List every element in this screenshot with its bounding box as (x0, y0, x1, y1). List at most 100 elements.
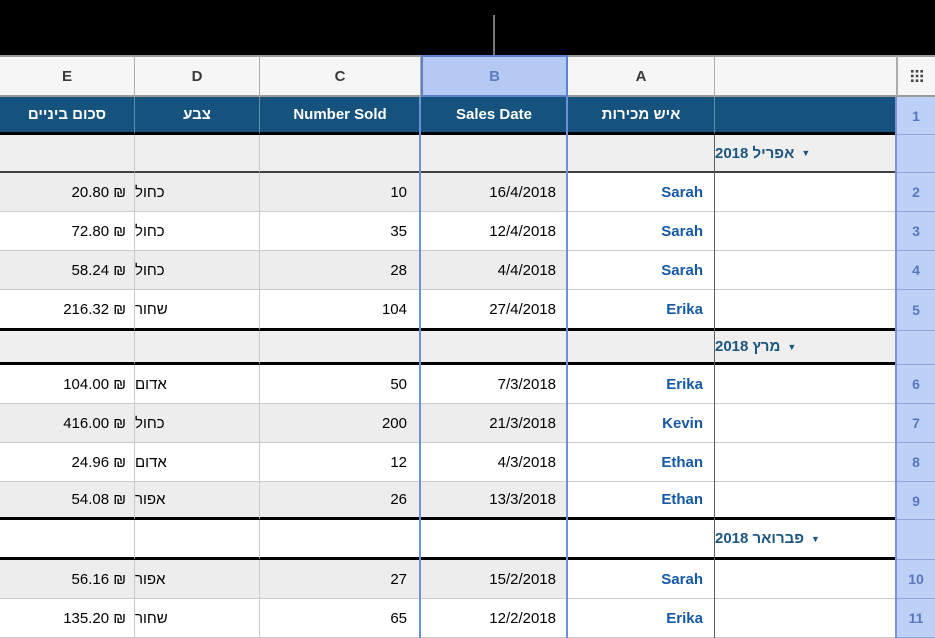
header-cell-color[interactable]: צבע (135, 97, 260, 135)
row-number[interactable]: 11 (897, 599, 935, 638)
cell[interactable] (421, 331, 568, 365)
cell-color[interactable]: כחול (135, 212, 260, 251)
cell[interactable] (260, 135, 421, 173)
cell-salesperson[interactable]: Ethan (568, 443, 715, 482)
cell-subtotal[interactable]: 24.96 ₪ (0, 443, 135, 482)
header-cell-subtotal[interactable]: סכום ביניים (0, 97, 135, 135)
cell[interactable] (0, 520, 135, 560)
cell-sales-date[interactable]: 12/2/2018 (421, 599, 568, 638)
cell-blank[interactable] (715, 560, 897, 599)
cell-number-sold[interactable]: 10 (260, 173, 421, 212)
cell[interactable] (568, 135, 715, 173)
cell-subtotal[interactable]: 135.20 ₪ (0, 599, 135, 638)
cell-color[interactable]: אדום (135, 443, 260, 482)
row-number-blank[interactable] (897, 520, 935, 560)
cell[interactable] (568, 331, 715, 365)
cell-color[interactable]: כחול (135, 404, 260, 443)
group-label-cell[interactable]: ▼ אפריל 2018 (715, 135, 897, 173)
cell-subtotal[interactable]: 104.00 ₪ (0, 365, 135, 404)
cell-number-sold[interactable]: 12 (260, 443, 421, 482)
row-number-blank[interactable] (897, 135, 935, 173)
cell-sales-date[interactable]: 7/3/2018 (421, 365, 568, 404)
cell-salesperson[interactable]: Sarah (568, 212, 715, 251)
cell-sales-date[interactable]: 12/4/2018 (421, 212, 568, 251)
column-letter-blank[interactable] (715, 55, 897, 97)
disclosure-triangle-icon[interactable]: ▼ (801, 148, 811, 158)
cell-sales-date[interactable]: 4/4/2018 (421, 251, 568, 290)
cell-sales-date[interactable]: 15/2/2018 (421, 560, 568, 599)
cell-subtotal[interactable]: 216.32 ₪ (0, 290, 135, 331)
cell-salesperson[interactable]: Kevin (568, 404, 715, 443)
cell[interactable] (0, 331, 135, 365)
cell-blank[interactable] (715, 443, 897, 482)
cell-salesperson[interactable]: Erika (568, 290, 715, 331)
row-number[interactable]: 5 (897, 290, 935, 331)
cell[interactable] (568, 520, 715, 560)
row-number[interactable]: 8 (897, 443, 935, 482)
header-cell-number-sold[interactable]: Number Sold (260, 97, 421, 135)
row-number[interactable]: 3 (897, 212, 935, 251)
cell-color[interactable]: אפור (135, 560, 260, 599)
cell-number-sold[interactable]: 104 (260, 290, 421, 331)
cell-salesperson[interactable]: Erika (568, 365, 715, 404)
cell-blank[interactable] (715, 173, 897, 212)
row-number-1[interactable]: 1 (897, 97, 935, 135)
cell-salesperson[interactable]: Erika (568, 599, 715, 638)
cell-subtotal[interactable]: 58.24 ₪ (0, 251, 135, 290)
cell-number-sold[interactable]: 28 (260, 251, 421, 290)
cell-subtotal[interactable]: 20.80 ₪ (0, 173, 135, 212)
cell-sales-date[interactable]: 27/4/2018 (421, 290, 568, 331)
cell-salesperson[interactable]: Sarah (568, 251, 715, 290)
row-number[interactable]: 10 (897, 560, 935, 599)
cell-number-sold[interactable]: 35 (260, 212, 421, 251)
cell-blank[interactable] (715, 290, 897, 331)
cell[interactable] (0, 135, 135, 173)
cell-color[interactable]: אפור (135, 482, 260, 520)
cell-number-sold[interactable]: 50 (260, 365, 421, 404)
cell-blank[interactable] (715, 599, 897, 638)
cell[interactable] (135, 520, 260, 560)
cell[interactable] (260, 520, 421, 560)
cell-sales-date[interactable]: 13/3/2018 (421, 482, 568, 520)
cell-salesperson[interactable]: Sarah (568, 173, 715, 212)
cell-salesperson[interactable]: Ethan (568, 482, 715, 520)
column-letter-e[interactable]: E (0, 55, 135, 97)
disclosure-triangle-icon[interactable]: ▼ (787, 341, 797, 352)
cell-number-sold[interactable]: 27 (260, 560, 421, 599)
cell-salesperson[interactable]: Sarah (568, 560, 715, 599)
cell[interactable] (135, 331, 260, 365)
cell-sales-date[interactable]: 16/4/2018 (421, 173, 568, 212)
column-letter-c[interactable]: C (260, 55, 421, 97)
cell-number-sold[interactable]: 26 (260, 482, 421, 520)
cell-blank[interactable] (715, 482, 897, 520)
cell-subtotal[interactable]: 56.16 ₪ (0, 560, 135, 599)
row-number-blank[interactable] (897, 331, 935, 365)
cell-subtotal[interactable]: 416.00 ₪ (0, 404, 135, 443)
cell-subtotal[interactable]: 72.80 ₪ (0, 212, 135, 251)
row-number[interactable]: 4 (897, 251, 935, 290)
column-letter-a[interactable]: A (568, 55, 715, 97)
cell-color[interactable]: אדום (135, 365, 260, 404)
cell[interactable] (260, 331, 421, 365)
table-handle-icon[interactable] (898, 57, 935, 95)
row-number[interactable]: 9 (897, 482, 935, 520)
cell-subtotal[interactable]: 54.08 ₪ (0, 482, 135, 520)
row-number[interactable]: 7 (897, 404, 935, 443)
group-label-cell[interactable]: ▼ מרץ 2018 (715, 331, 897, 365)
cell-color[interactable]: כחול (135, 251, 260, 290)
header-cell-blank[interactable] (715, 97, 897, 135)
cell-sales-date[interactable]: 21/3/2018 (421, 404, 568, 443)
table-handle-cell[interactable] (897, 55, 935, 97)
disclosure-triangle-icon[interactable]: ▼ (810, 533, 820, 544)
column-letter-d[interactable]: D (135, 55, 260, 97)
row-number[interactable]: 2 (897, 173, 935, 212)
cell[interactable] (135, 135, 260, 173)
cell[interactable] (421, 135, 568, 173)
group-label-cell[interactable]: ▼ פברואר 2018 (715, 520, 897, 560)
cell-number-sold[interactable]: 200 (260, 404, 421, 443)
header-cell-salesperson[interactable]: איש מכירות (568, 97, 715, 135)
cell[interactable] (421, 520, 568, 560)
cell-number-sold[interactable]: 65 (260, 599, 421, 638)
cell-blank[interactable] (715, 365, 897, 404)
cell-color[interactable]: שחור (135, 290, 260, 331)
